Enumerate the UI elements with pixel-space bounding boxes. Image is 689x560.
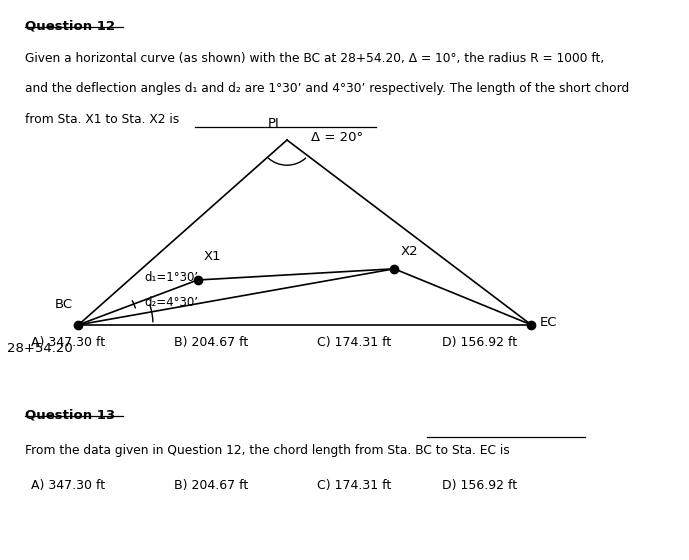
Text: X2: X2 [400,245,418,258]
Text: Question 12: Question 12 [25,20,115,32]
Text: and the deflection angles d₁ and d₂ are 1°30’ and 4°30’ respectively. The length: and the deflection angles d₁ and d₂ are … [25,82,629,95]
Text: from Sta. X1 to Sta. X2 is: from Sta. X1 to Sta. X2 is [25,113,179,125]
Text: C) 174.31 ft: C) 174.31 ft [317,336,391,349]
Text: C) 174.31 ft: C) 174.31 ft [317,479,391,492]
Text: X1: X1 [203,250,221,263]
Text: B) 204.67 ft: B) 204.67 ft [174,479,248,492]
Text: 28+54.20: 28+54.20 [7,342,72,354]
Text: D) 156.92 ft: D) 156.92 ft [442,336,517,349]
Text: PI: PI [268,117,280,130]
Text: From the data given in Question 12, the chord length from Sta. BC to Sta. EC is: From the data given in Question 12, the … [25,444,510,456]
Text: B) 204.67 ft: B) 204.67 ft [174,336,248,349]
Text: d₂=4°30’: d₂=4°30’ [144,296,198,309]
Text: d₁=1°30’: d₁=1°30’ [144,270,198,284]
Text: Given a horizontal curve (as shown) with the BC at 28+54.20, Δ = 10°, the radius: Given a horizontal curve (as shown) with… [25,52,604,65]
Text: D) 156.92 ft: D) 156.92 ft [442,479,517,492]
Text: EC: EC [540,315,557,329]
Text: A) 347.30 ft: A) 347.30 ft [31,336,105,349]
Text: BC: BC [54,298,72,311]
Text: Question 13: Question 13 [25,409,115,422]
Text: Δ = 20°: Δ = 20° [311,130,363,144]
Text: A) 347.30 ft: A) 347.30 ft [31,479,105,492]
